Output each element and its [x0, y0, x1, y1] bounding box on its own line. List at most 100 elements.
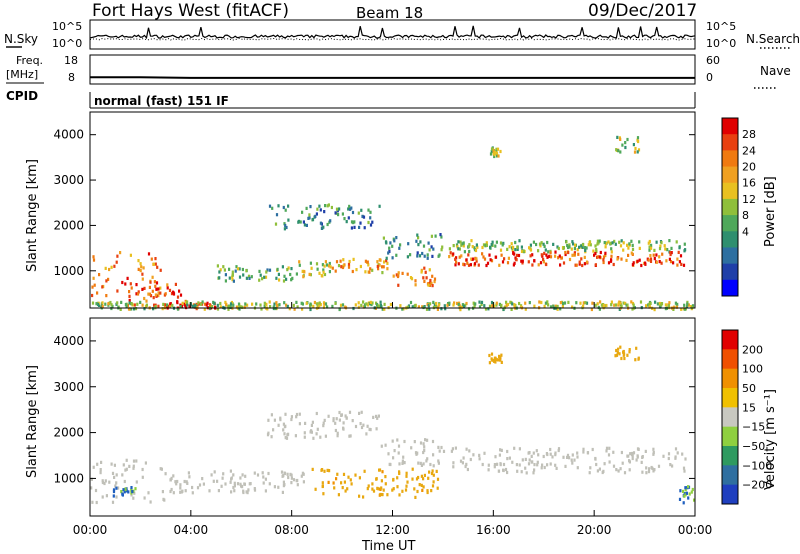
x-tick-label-3: 12:00	[375, 523, 410, 537]
power-cell-1-9	[130, 286, 133, 290]
power-colorbar-swatch-2	[722, 150, 738, 168]
velocity-cell-2-77	[208, 489, 211, 493]
power-cell-13-304	[334, 301, 337, 305]
power-cell-10-42	[676, 257, 679, 261]
velocity-cell-4-48	[377, 414, 380, 418]
power-cell-13-209	[653, 308, 656, 312]
power-cell-13-21	[360, 303, 363, 307]
power-cell-9-119	[583, 246, 587, 250]
velocity-cell-5-20	[414, 451, 418, 455]
velocity-cell-8-13	[618, 352, 621, 356]
power-cell-13-85	[411, 305, 414, 309]
velocity-cell-5-23	[401, 459, 404, 463]
velocity-cell-6-102	[502, 462, 506, 467]
velocity-cell-2-9	[187, 471, 190, 475]
velocity-cell-6-84	[615, 468, 618, 472]
velocity-cell-6-7	[472, 453, 475, 457]
power-cell-9-151	[595, 248, 598, 252]
velocity-cell-6-5	[632, 451, 636, 455]
power-cell-5-6	[331, 266, 334, 270]
power-cell-9-74	[638, 246, 641, 250]
power-cell-4-18	[302, 275, 305, 279]
power-cell-3-37	[275, 276, 278, 280]
velocity-cell-2-1	[179, 490, 182, 494]
power-cell-10-29	[490, 259, 494, 263]
power-cell-8-35	[391, 244, 394, 248]
power-cell-13-423	[275, 301, 278, 305]
velocity-cell-0-3	[108, 480, 111, 484]
power-cell-13-274	[414, 303, 417, 308]
power-cell-13-210	[478, 300, 481, 304]
velocity-cell-6-44	[621, 461, 624, 465]
velocity-cell-2-5	[268, 482, 271, 486]
velocity-cell-4-63	[360, 410, 363, 414]
power-cell-0-30	[113, 264, 116, 268]
velocity-colorbar-swatch-8	[722, 484, 738, 505]
velocity-cell-4-40	[336, 434, 339, 438]
power-cell-9-62	[474, 248, 478, 253]
velocity-cell-4-69	[345, 416, 348, 420]
power-cell-9-26	[508, 245, 511, 249]
velocity-cell-4-66	[298, 412, 301, 416]
power-cell-10-31	[564, 250, 567, 255]
velocity-cell-2-44	[287, 475, 290, 480]
power-cell-13-83	[585, 301, 589, 305]
power-cell-8-43	[391, 256, 394, 260]
power-cell-7-35	[378, 204, 381, 208]
power-cell-10-66	[517, 253, 521, 258]
power-cell-6-14	[424, 270, 427, 274]
velocity-cell-4-7	[351, 419, 354, 423]
velocity-cell-4-77	[310, 423, 313, 427]
power-cell-12-13	[637, 139, 640, 144]
power-cell-7-24	[287, 204, 290, 208]
power-cell-9-125	[514, 240, 517, 245]
power-cell-4-14	[316, 267, 319, 271]
velocity-cell-6-72	[682, 466, 686, 470]
power-colorbar-label: Power [dB]	[763, 176, 778, 247]
power-cell-9-90	[675, 240, 678, 244]
velocity-cell-6-119	[464, 464, 467, 469]
velocity-cell-2-26	[202, 482, 205, 486]
power-cell-10-75	[512, 263, 515, 267]
noise-left-tick-bottom: 10^0	[52, 37, 82, 50]
power-cell-13-271	[134, 307, 138, 311]
power-cell-9-149	[628, 242, 631, 246]
power-cell-13-299	[224, 300, 227, 304]
velocity-cell-2-11	[176, 479, 179, 484]
velocity-cell-6-89	[684, 457, 687, 461]
velocity-cell-2-62	[191, 491, 194, 495]
power-cell-3-4	[259, 273, 262, 277]
power-cell-0-37	[137, 259, 140, 263]
velocity-cell-3-59	[346, 487, 349, 491]
power-cell-13-402	[309, 302, 312, 306]
power-cell-10-37	[596, 255, 599, 259]
power-cell-1-18	[153, 280, 156, 284]
velocity-cell-2-88	[249, 482, 252, 486]
power-cell-9-134	[537, 249, 540, 253]
power-cell-13-301	[632, 303, 635, 307]
power-cell-0-28	[156, 265, 159, 269]
power-cell-9-157	[528, 246, 531, 250]
velocity-cell-6-101	[683, 469, 686, 473]
velocity-cell-6-53	[644, 449, 647, 453]
velocity-cell-3-3	[342, 472, 346, 476]
power-cell-4-1	[295, 272, 298, 276]
velocity-cell-7-8	[498, 354, 501, 358]
power-cell-1-25	[143, 296, 146, 301]
power-cell-13-360	[461, 303, 464, 307]
power-cell-9-96	[481, 245, 484, 250]
power-cell-9-111	[568, 245, 571, 249]
power-cell-8-15	[395, 236, 398, 240]
velocity-cell-8-5	[619, 345, 622, 349]
velocity-cell-3-35	[426, 490, 429, 495]
velocity-colorbar-tick-1: 100	[742, 363, 763, 376]
velocity-cell-2-21	[239, 482, 242, 486]
power-cell-1-29	[137, 290, 140, 294]
velocity-cell-4-45	[303, 431, 306, 435]
power-cell-13-263	[266, 307, 269, 311]
power-cell-9-140	[522, 249, 525, 253]
velocity-cell-8-9	[620, 356, 623, 361]
power-cell-13-229	[446, 303, 449, 307]
